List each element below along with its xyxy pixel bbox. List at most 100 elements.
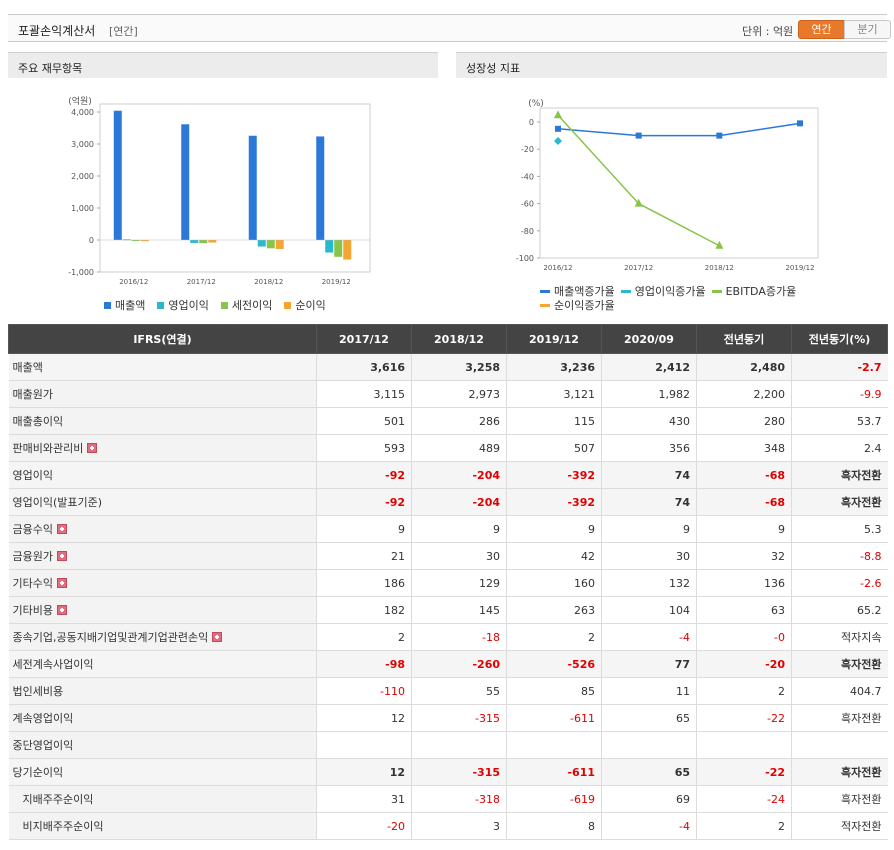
table-cell: [696, 731, 792, 759]
table-cell: 흑자전환: [791, 785, 888, 813]
expand-plus-icon[interactable]: [56, 578, 67, 588]
table-cell: 104: [601, 596, 697, 624]
expand-plus-icon[interactable]: [212, 632, 223, 642]
row-label-text: 판매비와관리비: [12, 442, 84, 455]
table-cell: 63: [696, 596, 792, 624]
line-y-tick-label: -40: [521, 172, 534, 181]
bar-2-0: [248, 135, 257, 240]
table-cell: 145: [411, 596, 507, 624]
row-label: 기타비용: [8, 596, 317, 624]
table-cell: [791, 731, 888, 759]
point-2-2: [715, 240, 724, 249]
table-row: 매출총이익 501 286 115 430 280 53.7: [8, 407, 888, 435]
table-cell: 263: [506, 596, 602, 624]
row-label-text: 법인세비용: [12, 685, 64, 698]
bar-1-2: [199, 240, 208, 244]
table-row: 당기순이익 12 -315 -611 65 -22 흑자전환: [8, 758, 888, 786]
table-cell: 12: [316, 704, 412, 732]
table-cell: -20: [696, 650, 792, 678]
bar-x-tick-label: 2018/12: [254, 278, 283, 286]
table-cell: 42: [506, 542, 602, 570]
line-plot-area: [539, 107, 819, 259]
table-cell: 9: [601, 515, 697, 543]
legend-item: 영업이익: [157, 299, 209, 312]
table-cell: 74: [601, 461, 697, 489]
row-label-text: 세전계속사업이익: [12, 658, 94, 671]
row-label-text: 계속영업이익: [12, 712, 74, 725]
bar-y-tick-label: 2,000: [71, 172, 94, 181]
bar-1-3: [208, 240, 217, 243]
table-cell: -611: [506, 704, 602, 732]
table-row: 세전계속사업이익 -98 -260 -526 77 -20 흑자전환: [8, 650, 888, 678]
table-cell: 2,973: [411, 380, 507, 408]
line-x-tick-label: 2019/12: [785, 264, 814, 272]
table-cell: 280: [696, 407, 792, 435]
table-cell: -619: [506, 785, 602, 813]
bar-x-tick-label: 2016/12: [119, 278, 148, 286]
table-cell: -68: [696, 461, 792, 489]
table-cell: 2: [316, 623, 412, 651]
bar-3-3: [343, 240, 352, 260]
column-header: 2018/12: [411, 324, 507, 354]
table-cell: 흑자전환: [791, 650, 888, 678]
table-cell: 2,480: [696, 353, 792, 381]
quarter-toggle-button[interactable]: 분기: [844, 20, 891, 39]
legend-item: 영업이익증가율: [620, 285, 706, 298]
point-2-0: [554, 110, 562, 119]
table-cell: 8: [506, 812, 602, 840]
table-cell: -611: [506, 758, 602, 786]
row-label-text: 비지배주주순이익: [22, 820, 104, 833]
table-cell: [506, 731, 602, 759]
growth-indicators-chart: (%) -100 -80 -60 -40 -20 0 2016/12 2017/12 2018/1…: [516, 99, 819, 272]
table-cell: 404.7: [791, 677, 888, 705]
table-cell: -68: [696, 488, 792, 516]
table-cell: -318: [411, 785, 507, 813]
table-cell: 11: [601, 677, 697, 705]
table-row: 금융수익 9 9 9 9 9 5.3: [8, 515, 888, 543]
row-label: 영업이익: [8, 461, 317, 489]
table-row: 기타수익 186 129 160 132 136 -2.6: [8, 569, 888, 597]
table-cell: 507: [506, 434, 602, 462]
row-label: 금융수익: [8, 515, 317, 543]
table-cell: -92: [316, 488, 412, 516]
table-row: 계속영업이익 12 -315 -611 65 -22 흑자전환: [8, 704, 888, 732]
bar-1-0: [181, 124, 190, 240]
table-cell: 9: [411, 515, 507, 543]
annual-toggle-button[interactable]: 연간: [798, 20, 845, 39]
table-cell: 30: [411, 542, 507, 570]
table-cell: 3,258: [411, 353, 507, 381]
line-y-tick-label: 0: [529, 118, 534, 127]
row-label: 판매비와관리비: [8, 434, 317, 462]
table-cell: -204: [411, 488, 507, 516]
row-label: 금융원가: [8, 542, 317, 570]
table-cell: -110: [316, 677, 412, 705]
legend-item: 세전이익: [220, 299, 272, 312]
column-header: IFRS(연결): [8, 324, 317, 354]
income-statement-table: IFRS(연결) 2017/12 2018/12 2019/12 2020/09 전년동기…: [8, 324, 888, 840]
bar-y-tick-label: 0: [89, 236, 94, 245]
row-label: 기타수익: [8, 569, 317, 597]
expand-plus-icon[interactable]: [87, 443, 98, 453]
table-cell: 30: [601, 542, 697, 570]
expand-plus-icon[interactable]: [56, 605, 67, 615]
row-label-text: 영업이익(발표기준): [12, 496, 103, 509]
expand-plus-icon[interactable]: [56, 524, 67, 534]
table-cell: 182: [316, 596, 412, 624]
table-cell: 53.7: [791, 407, 888, 435]
table-cell: -22: [696, 704, 792, 732]
column-header: 전년동기: [696, 324, 792, 354]
bar-y-tick-label: 4,000: [71, 108, 94, 117]
expand-plus-icon[interactable]: [56, 551, 67, 561]
table-cell: 3,115: [316, 380, 412, 408]
bar-plot-area: [99, 103, 371, 273]
legend-item: 매출액증가율: [540, 285, 615, 298]
table-cell: -315: [411, 758, 507, 786]
table-cell: 2.4: [791, 434, 888, 462]
table-cell: -392: [506, 461, 602, 489]
table-row: 지배주주순이익 31 -318 -619 69 -24 흑자전환: [8, 785, 888, 813]
table-cell: 74: [601, 488, 697, 516]
table-cell: [411, 731, 507, 759]
table-cell: 348: [696, 434, 792, 462]
statement-period: [연간]: [109, 25, 138, 38]
table-cell: -260: [411, 650, 507, 678]
